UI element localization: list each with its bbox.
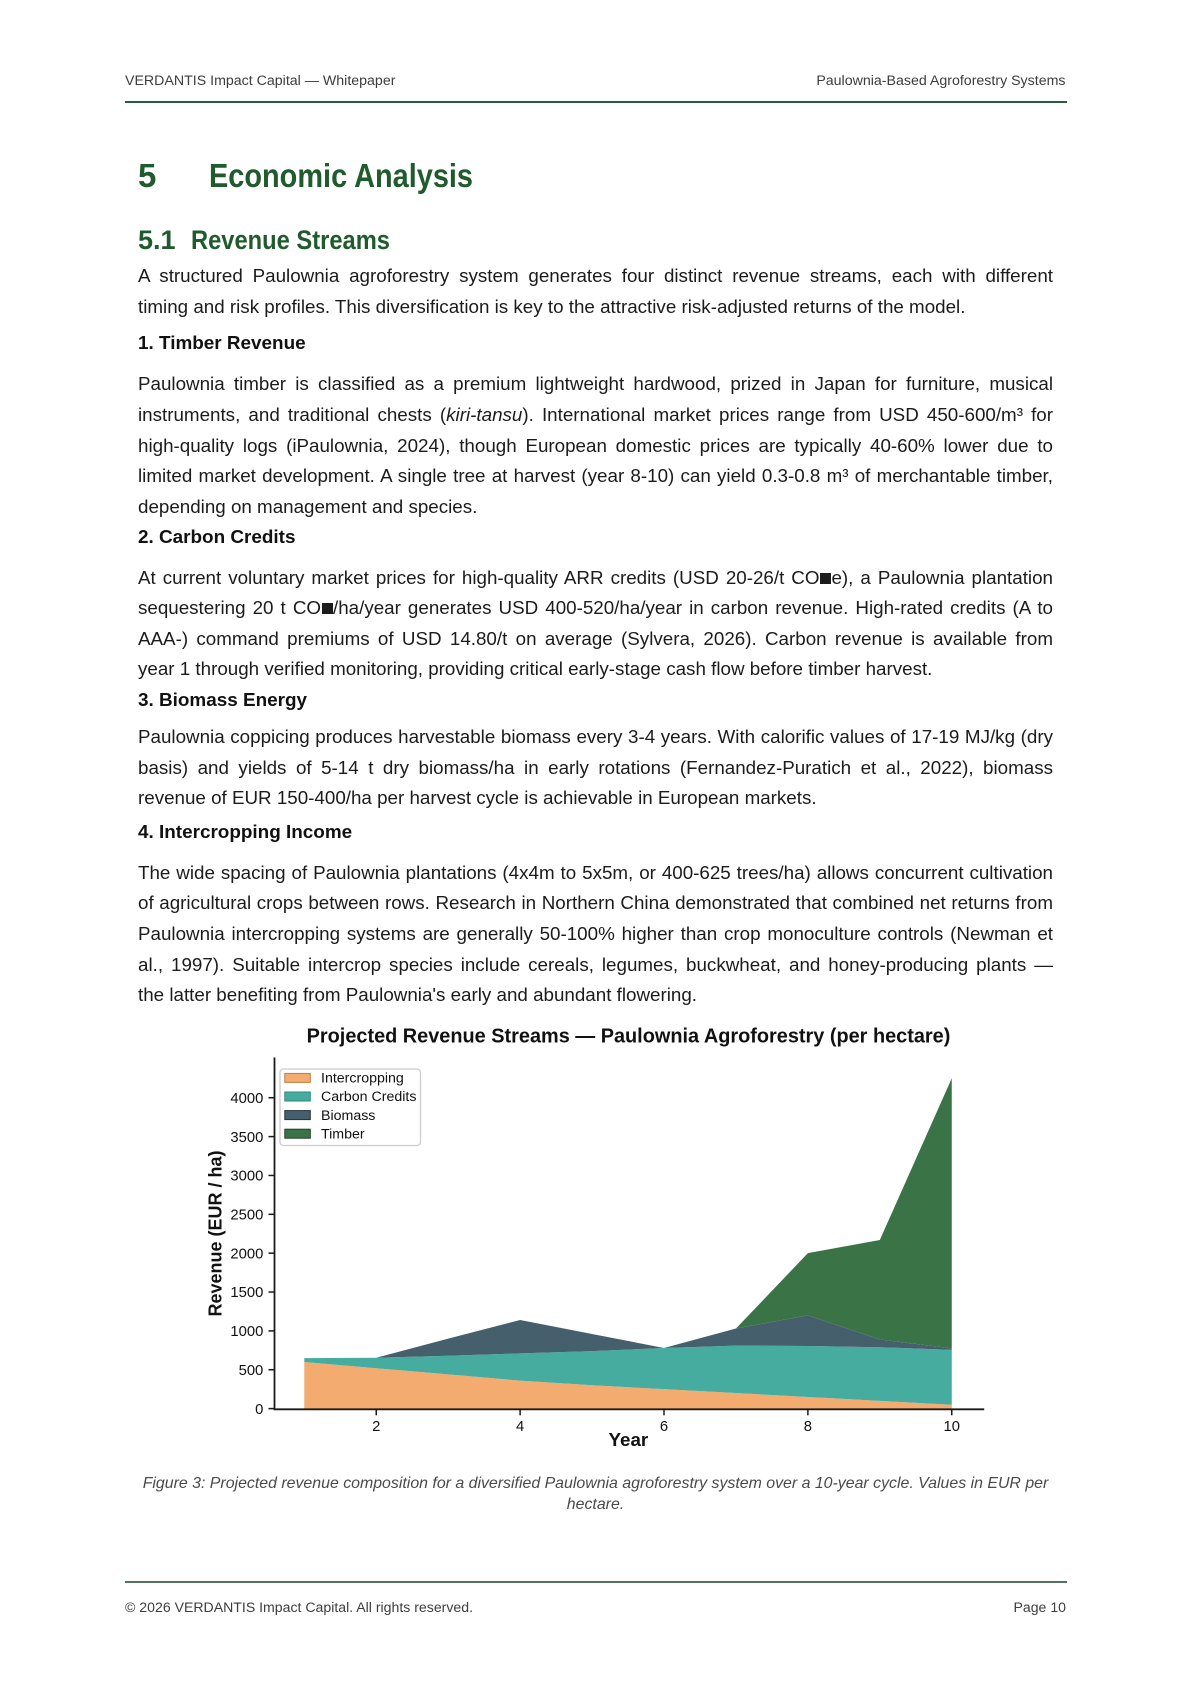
svg-text:4: 4 [516, 1419, 524, 1435]
svg-text:2500: 2500 [230, 1208, 263, 1224]
svg-text:10: 10 [944, 1419, 960, 1435]
svg-text:Intercropping: Intercropping [321, 1071, 404, 1087]
svg-text:Biomass: Biomass [321, 1108, 375, 1124]
svg-text:3500: 3500 [230, 1130, 263, 1146]
svg-text:Carbon Credits: Carbon Credits [321, 1089, 416, 1105]
svg-text:6: 6 [660, 1419, 668, 1435]
svg-text:2: 2 [372, 1419, 380, 1435]
svg-text:Timber: Timber [321, 1126, 365, 1142]
svg-text:1500: 1500 [230, 1285, 263, 1301]
svg-text:4000: 4000 [230, 1091, 263, 1107]
svg-text:Year: Year [609, 1429, 649, 1450]
svg-text:1000: 1000 [230, 1324, 263, 1340]
svg-text:8: 8 [804, 1419, 812, 1435]
svg-text:0: 0 [255, 1402, 263, 1418]
svg-text:2000: 2000 [230, 1246, 263, 1262]
svg-text:3000: 3000 [230, 1169, 263, 1185]
svg-text:500: 500 [239, 1363, 264, 1379]
svg-text:Revenue (EUR / ha): Revenue (EUR / ha) [205, 1150, 225, 1316]
svg-text:Projected Revenue Streams — Pa: Projected Revenue Streams — Paulownia Ag… [307, 1025, 951, 1047]
